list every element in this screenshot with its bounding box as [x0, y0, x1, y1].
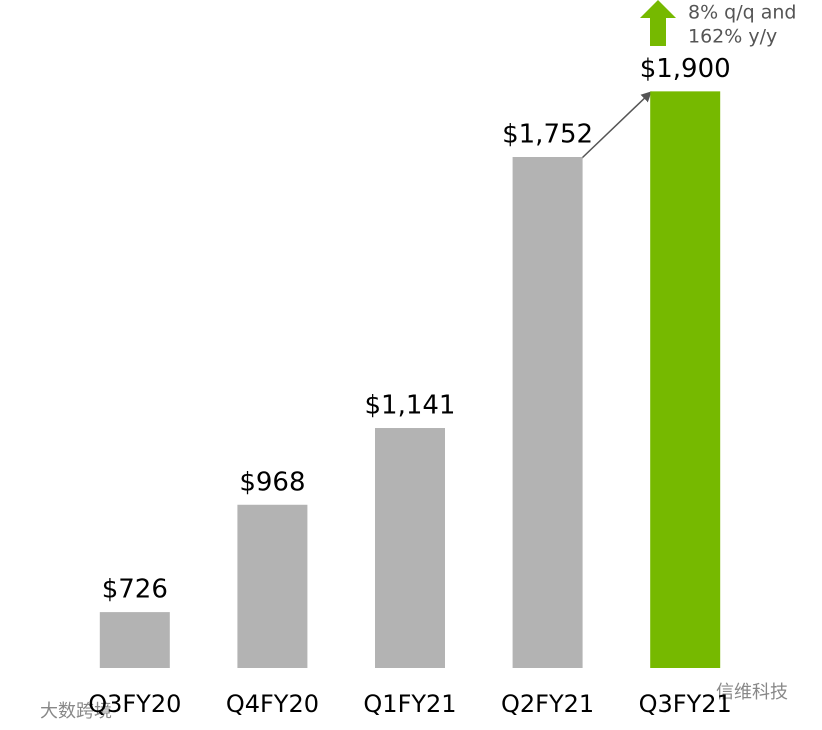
x-tick-label: Q4FY20 — [226, 690, 319, 718]
x-tick-label: Q3FY21 — [639, 690, 732, 718]
bar — [237, 504, 308, 668]
bar — [512, 157, 583, 668]
watermark: 信维科技 — [716, 682, 788, 703]
x-tick-label: Q2FY21 — [501, 690, 594, 718]
value-label: $968 — [239, 467, 305, 497]
growth-arrow — [581, 91, 652, 159]
x-tick-label: Q3FY20 — [88, 690, 181, 718]
bar — [99, 612, 170, 668]
bar — [375, 428, 445, 668]
value-label: $1,752 — [502, 120, 593, 150]
annotation: 162% y/y — [688, 26, 777, 48]
up-arrow-icon — [640, 0, 676, 46]
annotation: 8% q/q and — [688, 2, 797, 24]
value-label: $1,141 — [365, 391, 456, 421]
x-tick-label: Q1FY21 — [363, 690, 456, 718]
bar — [650, 91, 721, 669]
value-label: $726 — [102, 575, 168, 605]
watermark: 大数跨境 — [40, 701, 112, 722]
value-label: $1,900 — [640, 54, 731, 84]
